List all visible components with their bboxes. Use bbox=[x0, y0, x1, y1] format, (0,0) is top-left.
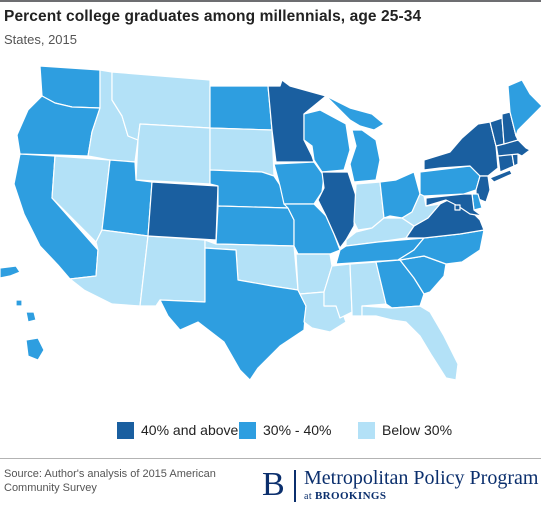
legend-label-low: Below 30% bbox=[382, 422, 453, 438]
legend-swatch-high bbox=[117, 421, 134, 439]
brand-letter: B bbox=[262, 466, 285, 503]
legend: 40% and above 30% - 40% Below 30% bbox=[0, 418, 541, 442]
chart-title: Percent college graduates among millenni… bbox=[4, 8, 422, 25]
state-ME bbox=[507, 79, 541, 137]
brand-divider bbox=[294, 470, 296, 502]
state-DC bbox=[454, 204, 461, 211]
brookings-logo: B Metropolitan Policy Program at BROOKIN… bbox=[262, 466, 538, 506]
bottom-rule bbox=[0, 458, 541, 459]
state-WY bbox=[135, 123, 211, 185]
source-note: Source: Author's analysis of 2015 Americ… bbox=[4, 468, 216, 494]
legend-swatch-mid bbox=[239, 421, 256, 439]
state-NY bbox=[423, 121, 513, 183]
brand-name: Metropolitan Policy Program bbox=[304, 467, 539, 489]
legend-label-mid: 30% - 40% bbox=[263, 422, 332, 438]
chart-subtitle: States, 2015 bbox=[4, 32, 77, 47]
state-NE bbox=[209, 169, 289, 209]
legend-item-high: 40% and above bbox=[117, 418, 238, 442]
state-FL bbox=[361, 305, 459, 381]
state-SD bbox=[209, 127, 275, 177]
brand-org: BROOKINGS bbox=[314, 490, 387, 502]
legend-label-high: 40% and above bbox=[141, 422, 239, 438]
state-TX bbox=[159, 247, 307, 381]
legend-item-mid: 30% - 40% bbox=[239, 418, 331, 442]
state-MI bbox=[325, 95, 385, 183]
state-WI bbox=[303, 109, 351, 173]
state-NM bbox=[139, 235, 206, 307]
legend-item-low: Below 30% bbox=[358, 418, 452, 442]
state-CO bbox=[147, 181, 219, 241]
us-state-map bbox=[0, 65, 541, 381]
state-MD bbox=[425, 193, 483, 217]
state-PA bbox=[419, 165, 481, 197]
state-CT bbox=[497, 153, 515, 173]
state-HI bbox=[15, 299, 45, 361]
state-ND bbox=[209, 85, 273, 131]
top-rule bbox=[0, 0, 541, 2]
state-KS bbox=[215, 205, 295, 247]
state-IA bbox=[273, 161, 325, 205]
brand-at: at bbox=[304, 491, 313, 502]
brand-subline: at BROOKINGS bbox=[304, 490, 386, 502]
state-NJ bbox=[475, 175, 491, 203]
state-IL bbox=[317, 171, 357, 249]
state-AK bbox=[0, 265, 21, 279]
legend-swatch-low bbox=[358, 421, 375, 439]
